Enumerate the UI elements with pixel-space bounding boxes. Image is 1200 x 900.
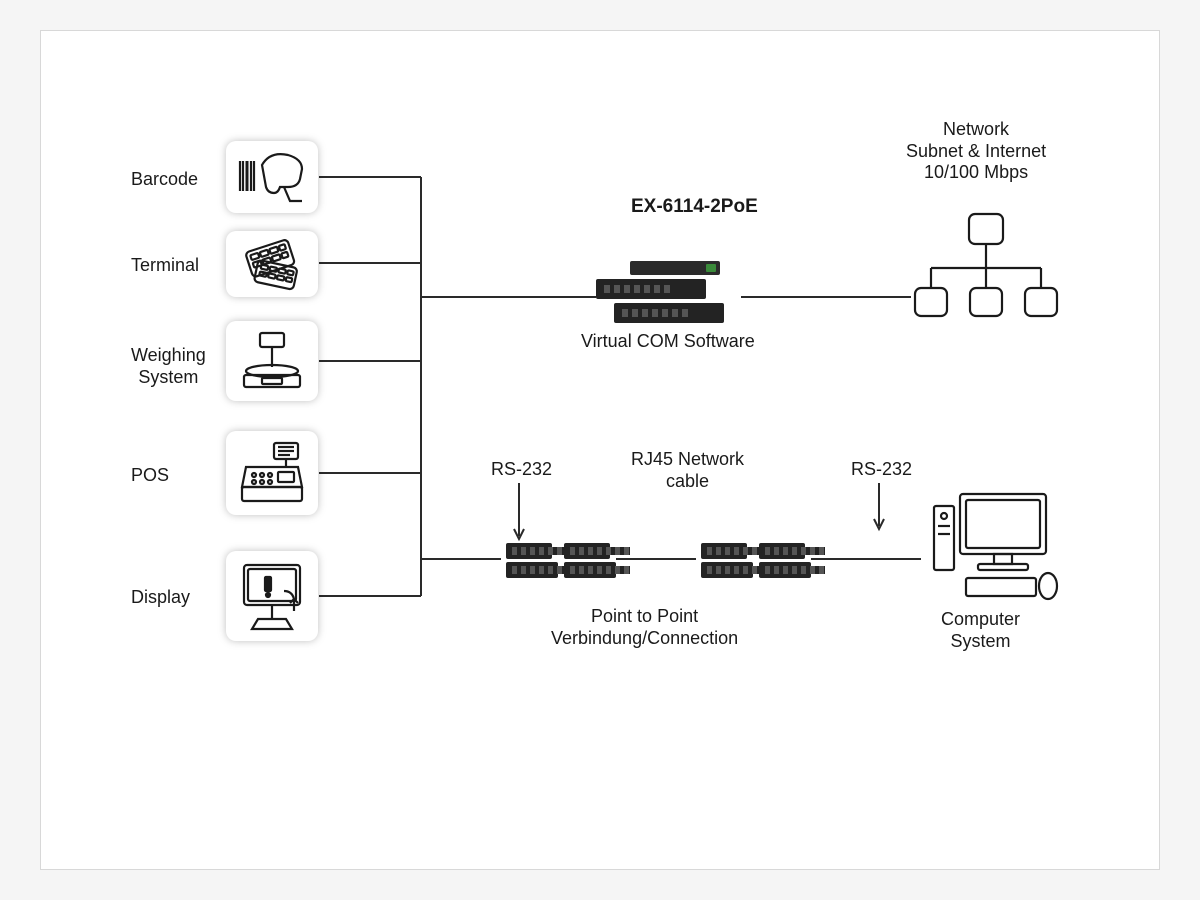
pos-icon [226,431,318,515]
weighing-label: Weighing System [131,345,206,388]
barcode-icon [226,141,318,213]
diagram-canvas: Barcode Terminal [40,30,1160,870]
terminal-icon [226,231,318,297]
barcode-label: Barcode [131,169,198,191]
ptp-device-left-icon [506,543,616,578]
rj45-label: RJ45 Network cable [631,449,744,492]
pos-label: POS [131,465,169,487]
ptp-label: Point to Point Verbindung/Connection [551,606,738,649]
vcom-label: Virtual COM Software [581,331,755,353]
terminal-label: Terminal [131,255,199,277]
rs232-left-label: RS-232 [491,459,552,481]
product-title: EX-6114-2PoE [631,196,758,219]
display-icon [226,551,318,641]
computer-icon [926,486,1066,611]
ptp-device-right-icon [701,543,811,578]
weighing-icon [226,321,318,401]
network-label: Network Subnet & Internet 10/100 Mbps [906,119,1046,184]
vcom-device-icon [596,261,724,323]
rs232-right-label: RS-232 [851,459,912,481]
computer-label: Computer System [941,609,1020,652]
network-icon [911,206,1061,341]
display-label: Display [131,587,190,609]
